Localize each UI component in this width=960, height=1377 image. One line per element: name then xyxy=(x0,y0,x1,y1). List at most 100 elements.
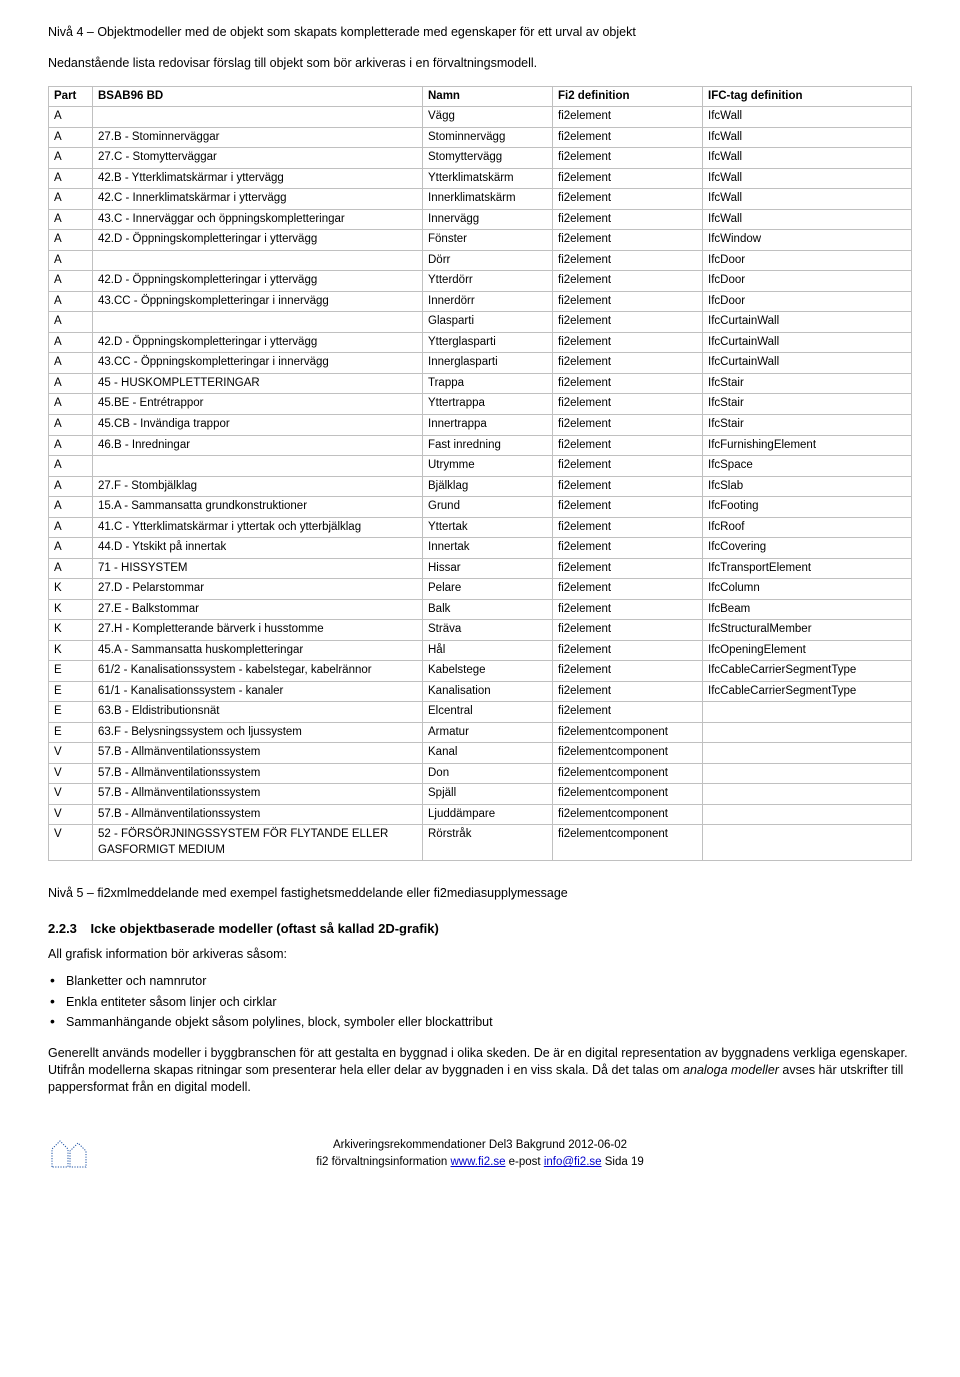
table-row: AUtrymmefi2elementIfcSpace xyxy=(49,456,912,477)
table-row: A71 - HISSYSTEMHissarfi2elementIfcTransp… xyxy=(49,558,912,579)
cell-ifc: IfcSpace xyxy=(703,456,912,477)
cell-fi2: fi2element xyxy=(553,271,703,292)
table-row: A42.C - Innerklimatskärmar i ytterväggIn… xyxy=(49,189,912,210)
cell-part: A xyxy=(49,353,93,374)
cell-bsab: 52 - FÖRSÖRJNINGSSYSTEM FÖR FLYTANDE ELL… xyxy=(93,825,423,861)
cell-bsab: 57.B - Allmänventilationssystem xyxy=(93,784,423,805)
table-row: A42.D - Öppningskompletteringar i ytterv… xyxy=(49,332,912,353)
cell-fi2: fi2element xyxy=(553,517,703,538)
cell-bsab: 44.D - Ytskikt på innertak xyxy=(93,538,423,559)
cell-namn: Hissar xyxy=(423,558,553,579)
cell-part: E xyxy=(49,722,93,743)
cell-fi2: fi2element xyxy=(553,373,703,394)
cell-part: A xyxy=(49,271,93,292)
cell-bsab: 63.F - Belysningssystem och ljussystem xyxy=(93,722,423,743)
footer-line2: fi2 förvaltningsinformation www.fi2.se e… xyxy=(48,1155,912,1171)
cell-part: A xyxy=(49,517,93,538)
cell-fi2: fi2elementcomponent xyxy=(553,825,703,861)
cell-namn: Pelare xyxy=(423,579,553,600)
cell-namn: Innerdörr xyxy=(423,291,553,312)
cell-part: A xyxy=(49,456,93,477)
cell-ifc: IfcWall xyxy=(703,168,912,189)
cell-fi2: fi2element xyxy=(553,230,703,251)
table-row: A42.D - Öppningskompletteringar i ytterv… xyxy=(49,271,912,292)
cell-fi2: fi2element xyxy=(553,332,703,353)
cell-part: A xyxy=(49,230,93,251)
cell-bsab: 43.CC - Öppningskompletteringar i innerv… xyxy=(93,353,423,374)
footer-org: fi2 förvaltningsinformation xyxy=(316,1156,450,1168)
cell-namn: Stomyttervägg xyxy=(423,148,553,169)
table-row: K27.E - BalkstommarBalkfi2elementIfcBeam xyxy=(49,599,912,620)
table-row: A43.CC - Öppningskompletteringar i inner… xyxy=(49,291,912,312)
cell-fi2: fi2element xyxy=(553,312,703,333)
cell-bsab: 57.B - Allmänventilationssystem xyxy=(93,743,423,764)
table-row: K45.A - Sammansatta huskompletteringarHå… xyxy=(49,640,912,661)
cell-namn: Don xyxy=(423,763,553,784)
cell-fi2: fi2element xyxy=(553,538,703,559)
cell-part: V xyxy=(49,804,93,825)
page-footer: Arkiveringsrekommendationer Del3 Bakgrun… xyxy=(48,1138,912,1171)
cell-bsab: 57.B - Allmänventilationssystem xyxy=(93,804,423,825)
footer-line1: Arkiveringsrekommendationer Del3 Bakgrun… xyxy=(48,1138,912,1154)
table-row: A45 - HUSKOMPLETTERINGARTrappafi2element… xyxy=(49,373,912,394)
cell-part: V xyxy=(49,743,93,764)
cell-fi2: fi2element xyxy=(553,353,703,374)
cell-bsab: 63.B - Eldistributionsnät xyxy=(93,702,423,723)
cell-part: V xyxy=(49,784,93,805)
cell-fi2: fi2elementcomponent xyxy=(553,804,703,825)
cell-bsab xyxy=(93,456,423,477)
cell-part: K xyxy=(49,640,93,661)
table-row: V57.B - AllmänventilationssystemSpjällfi… xyxy=(49,784,912,805)
cell-fi2: fi2element xyxy=(553,579,703,600)
cell-ifc: IfcDoor xyxy=(703,271,912,292)
cell-namn: Trappa xyxy=(423,373,553,394)
cell-ifc: IfcStair xyxy=(703,415,912,436)
cell-ifc: IfcStair xyxy=(703,373,912,394)
table-row: V57.B - AllmänventilationssystemKanalfi2… xyxy=(49,743,912,764)
table-row: K27.H - Kompletterande bärverk i husstom… xyxy=(49,620,912,641)
cell-ifc: IfcCovering xyxy=(703,538,912,559)
cell-ifc: IfcWall xyxy=(703,107,912,128)
cell-part: A xyxy=(49,168,93,189)
footer-link-mail[interactable]: info@fi2.se xyxy=(544,1156,602,1168)
cell-ifc: IfcStructuralMember xyxy=(703,620,912,641)
cell-ifc: IfcBeam xyxy=(703,599,912,620)
cell-namn: Kabelstege xyxy=(423,661,553,682)
th-bsab: BSAB96 BD xyxy=(93,86,423,107)
cell-ifc: IfcCurtainWall xyxy=(703,353,912,374)
section-number: 2.2.3 xyxy=(48,921,77,936)
th-namn: Namn xyxy=(423,86,553,107)
table-row: E63.F - Belysningssystem och ljussystemA… xyxy=(49,722,912,743)
cell-ifc: IfcSlab xyxy=(703,476,912,497)
cell-ifc: IfcColumn xyxy=(703,579,912,600)
table-row: K27.D - PelarstommarPelarefi2elementIfcC… xyxy=(49,579,912,600)
footer-link-site[interactable]: www.fi2.se xyxy=(451,1156,506,1168)
table-row: A27.F - StombjälklagBjälklagfi2elementIf… xyxy=(49,476,912,497)
cell-ifc: IfcRoof xyxy=(703,517,912,538)
cell-namn: Utrymme xyxy=(423,456,553,477)
cell-ifc: IfcCurtainWall xyxy=(703,332,912,353)
table-row: E63.B - EldistributionsnätElcentralfi2el… xyxy=(49,702,912,723)
table-row: ADörrfi2elementIfcDoor xyxy=(49,250,912,271)
cell-fi2: fi2element xyxy=(553,415,703,436)
cell-ifc: IfcCableCarrierSegmentType xyxy=(703,661,912,682)
cell-bsab: 27.C - Stomytterväggar xyxy=(93,148,423,169)
cell-bsab: 27.D - Pelarstommar xyxy=(93,579,423,600)
cell-namn: Innertrappa xyxy=(423,415,553,436)
objects-table: Part BSAB96 BD Namn Fi2 definition IFC-t… xyxy=(48,86,912,862)
cell-fi2: fi2element xyxy=(553,250,703,271)
cell-part: A xyxy=(49,148,93,169)
cell-bsab: 71 - HISSYSTEM xyxy=(93,558,423,579)
cell-part: E xyxy=(49,661,93,682)
footer-sida: Sida 19 xyxy=(602,1156,644,1168)
cell-ifc: IfcWindow xyxy=(703,230,912,251)
table-row: A45.CB - Invändiga trapporInnertrappafi2… xyxy=(49,415,912,436)
table-row: V57.B - AllmänventilationssystemLjuddämp… xyxy=(49,804,912,825)
cell-namn: Yttertrappa xyxy=(423,394,553,415)
table-row: A15.A - Sammansatta grundkonstruktionerG… xyxy=(49,497,912,518)
cell-namn: Innervägg xyxy=(423,209,553,230)
cell-fi2: fi2element xyxy=(553,107,703,128)
table-row: A43.CC - Öppningskompletteringar i inner… xyxy=(49,353,912,374)
cell-part: A xyxy=(49,373,93,394)
cell-namn: Kanalisation xyxy=(423,681,553,702)
